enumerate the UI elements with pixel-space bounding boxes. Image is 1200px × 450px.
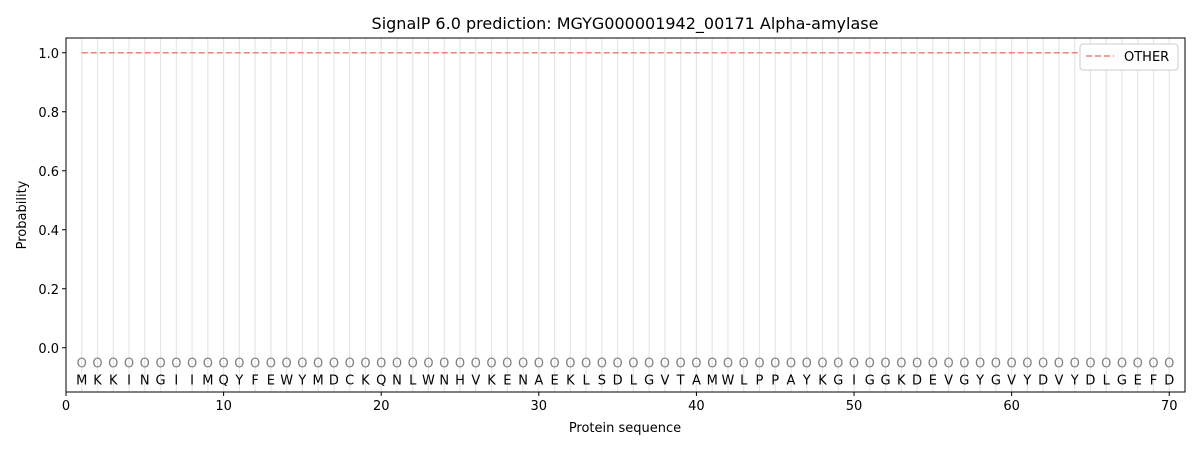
- x-tick-label: 20: [373, 399, 390, 414]
- predicted-labels: OOOOOOOOOOOOOOOOOOOOOOOOOOOOOOOOOOOOOOOO…: [77, 357, 1175, 372]
- y-tick-label: 1.0: [38, 47, 59, 62]
- y-tick-label: 0.2: [38, 283, 59, 298]
- x-axis: 0 10 20 30 40 50 60 70: [62, 392, 1178, 414]
- legend: OTHER: [1079, 43, 1179, 71]
- y-tick-label: 0.4: [38, 224, 59, 239]
- y-axis: 0.0 0.2 0.4 0.6 0.8 1.0: [38, 47, 66, 357]
- y-axis-label: Probability: [15, 180, 30, 249]
- x-tick-label: 70: [1161, 399, 1178, 414]
- x-tick-label: 0: [62, 399, 70, 414]
- y-tick-label: 0.6: [38, 165, 59, 180]
- legend-box: [1079, 43, 1179, 71]
- plot-frame: [65, 37, 1186, 393]
- legend-label-other: OTHER: [1124, 50, 1169, 65]
- x-axis-label: Protein sequence: [569, 421, 681, 436]
- x-tick-label: 40: [688, 399, 705, 414]
- protein-sequence: MKKINGIIMQYFEWYMDCKQNLWNHVKENAEKLSDLGVTA…: [76, 373, 1174, 388]
- x-tick-label: 50: [846, 399, 863, 414]
- grid: [81, 38, 1170, 392]
- y-tick-label: 0.8: [38, 106, 59, 121]
- y-tick-label: 0.0: [38, 342, 59, 357]
- x-tick-label: 30: [531, 399, 548, 414]
- x-tick-label: 60: [1003, 399, 1020, 414]
- x-tick-label: 10: [215, 399, 232, 414]
- chart-title: SignalP 6.0 prediction: MGYG000001942_00…: [372, 14, 879, 34]
